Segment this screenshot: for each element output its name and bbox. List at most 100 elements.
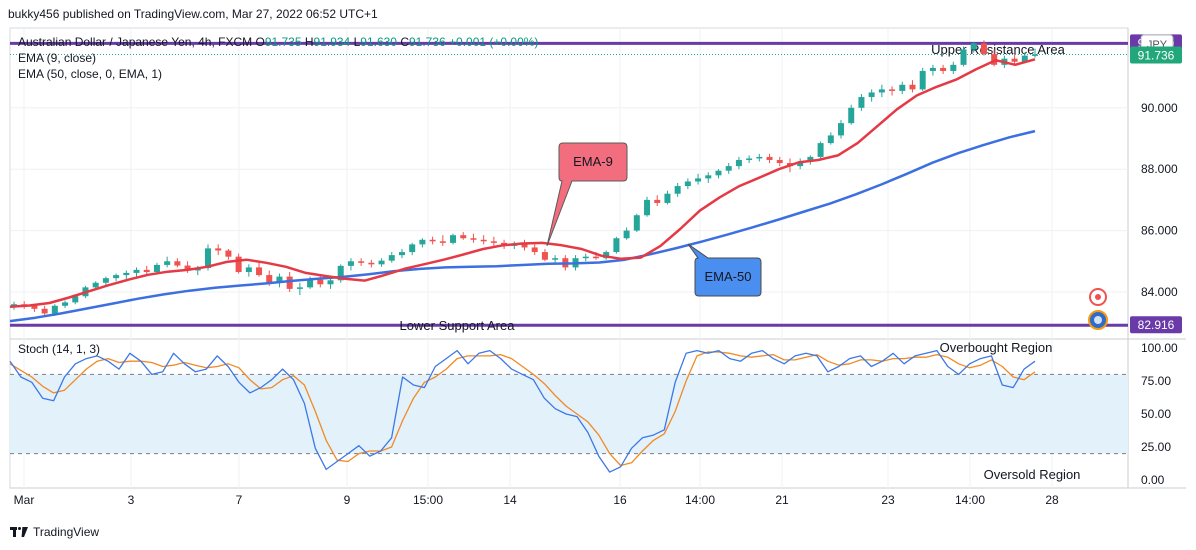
candle-body — [592, 256, 599, 259]
candle-body — [991, 54, 998, 65]
candle-body — [684, 181, 691, 187]
candle-body — [868, 92, 875, 98]
candle-body — [296, 287, 303, 289]
time-axis-tick: 16 — [613, 493, 627, 507]
candle-body — [644, 199, 651, 216]
ema50-callout: EMA-50 — [687, 243, 762, 297]
candle-body — [654, 199, 661, 203]
candle-body — [797, 161, 804, 167]
candle-body — [215, 248, 222, 251]
price-axis-tick: 90.000 — [1141, 101, 1178, 115]
candle-body — [521, 244, 528, 248]
candle-body — [143, 269, 150, 273]
candle-body — [286, 276, 293, 289]
alert-event-icon-dot — [1095, 294, 1101, 300]
candle-body — [776, 159, 783, 164]
candle-body — [41, 308, 48, 314]
oversold-label: Oversold Region — [984, 467, 1081, 482]
tradingview-label: TradingView — [33, 525, 100, 539]
candle-body — [460, 235, 467, 239]
candle-body — [164, 261, 171, 265]
stoch-k-line — [9, 349, 1036, 473]
high-label: H — [305, 35, 314, 49]
candle-body — [235, 256, 242, 273]
candle-body — [337, 265, 344, 281]
candle-body — [633, 215, 640, 231]
tradingview-logo-icon — [10, 527, 28, 537]
candle-body — [204, 248, 211, 269]
candle-body — [664, 193, 671, 203]
stoch-legend: Stoch (14, 1, 3) — [18, 342, 100, 356]
low-label: L — [354, 35, 361, 49]
last-price-tag: 91.736 — [1130, 46, 1182, 64]
candle-body — [439, 241, 446, 243]
candle-body — [735, 159, 742, 167]
candle-body — [715, 170, 722, 176]
support-price-tag-bg — [1130, 316, 1182, 334]
ema50-callout-box — [687, 243, 762, 297]
candle-body — [174, 261, 181, 266]
price-axis-tick: 84.000 — [1141, 285, 1178, 299]
candle-body — [92, 282, 99, 288]
candle-body — [674, 186, 681, 194]
candle-body — [838, 123, 845, 136]
candle-body — [276, 276, 283, 283]
stoch-axis-tick: 25.00 — [1141, 440, 1171, 454]
candle-body — [388, 255, 395, 261]
candle-body — [480, 239, 487, 242]
candle-body — [705, 175, 712, 179]
last-price-tag-bg — [1130, 46, 1182, 64]
candle-body — [725, 166, 732, 171]
stoch-axis-tick: 100.00 — [1141, 341, 1178, 355]
candle-body — [225, 250, 232, 257]
candle-body — [368, 262, 375, 265]
candle-body — [490, 241, 497, 243]
upper-resistance-label: Upper Resistance Area — [931, 42, 1065, 57]
time-axis-tick: 15:00 — [413, 493, 443, 507]
candle-body — [1021, 55, 1028, 62]
candle-body — [358, 261, 365, 263]
time-axis-tick: 14:00 — [955, 493, 985, 507]
candle-body — [102, 278, 109, 283]
candle-body — [899, 84, 906, 91]
candle-body — [827, 135, 834, 144]
close-label: C — [400, 35, 409, 49]
candle-body — [603, 252, 610, 259]
candle-body — [133, 269, 140, 273]
candle-body — [419, 239, 426, 245]
candle-body — [613, 238, 620, 253]
candle-body — [756, 156, 763, 159]
candle-body — [940, 67, 947, 71]
time-axis-tick: 9 — [344, 493, 351, 507]
candle-body — [245, 267, 252, 273]
ema9-callout: EMA-9 — [546, 142, 628, 247]
support-price-tag-text: 82.916 — [1138, 318, 1175, 332]
candle-body — [695, 178, 702, 182]
candle-body — [817, 143, 824, 157]
candle-body — [327, 280, 334, 285]
open-value: 91.735 — [265, 35, 305, 49]
time-axis-tick: 23 — [881, 493, 895, 507]
candle-body — [266, 275, 273, 283]
time-axis-tick: 14 — [503, 493, 517, 507]
tradingview-branding: TradingView — [10, 525, 99, 539]
candle-body — [970, 43, 977, 50]
candle-body — [450, 235, 457, 243]
candle-body — [307, 279, 314, 288]
ema9-callout-box — [546, 142, 628, 247]
candle-body — [62, 302, 69, 306]
time-axis-tick: 28 — [1045, 493, 1059, 507]
candle-body — [746, 158, 753, 160]
candle-body — [1011, 58, 1018, 62]
candle-body — [51, 305, 58, 314]
price-axis-tick: 86.000 — [1141, 224, 1178, 238]
candle-body — [378, 260, 385, 265]
overbought-label: Overbought Region — [940, 340, 1053, 355]
candle-body — [552, 258, 559, 260]
time-axis-tick: Mar — [14, 493, 35, 507]
publisher-header: bukky456 published on TradingView.com, M… — [8, 7, 378, 21]
ema9-line — [9, 58, 1036, 308]
candle-body — [889, 89, 896, 91]
candle-body — [317, 279, 324, 285]
